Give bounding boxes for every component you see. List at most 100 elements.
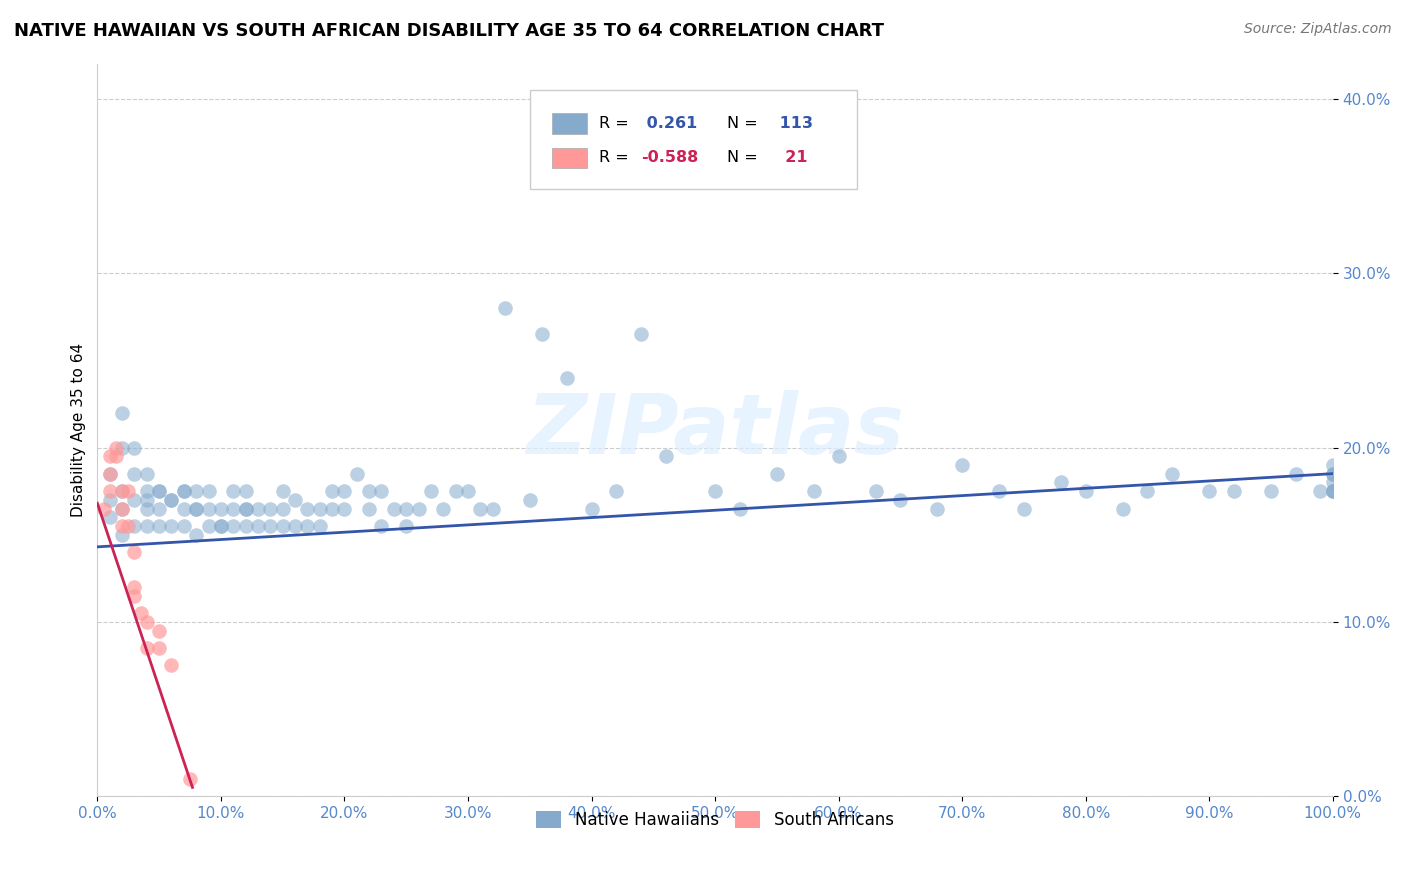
Point bbox=[135, 519, 157, 533]
Point bbox=[160, 658, 183, 673]
Point bbox=[889, 492, 911, 507]
Point bbox=[827, 449, 849, 463]
Point bbox=[129, 606, 152, 620]
Point bbox=[93, 501, 115, 516]
Point bbox=[284, 492, 307, 507]
Point bbox=[333, 501, 356, 516]
Point bbox=[494, 301, 516, 315]
Point bbox=[555, 371, 578, 385]
Point bbox=[519, 492, 541, 507]
Point bbox=[111, 501, 134, 516]
Text: 21: 21 bbox=[775, 150, 808, 165]
Point bbox=[1322, 484, 1344, 499]
Point bbox=[395, 501, 418, 516]
Point bbox=[235, 501, 257, 516]
Point bbox=[197, 501, 219, 516]
Point bbox=[1322, 484, 1344, 499]
Point bbox=[704, 484, 727, 499]
Text: -0.588: -0.588 bbox=[641, 150, 699, 165]
Point bbox=[630, 327, 652, 342]
Point bbox=[135, 484, 157, 499]
Point bbox=[1322, 484, 1344, 499]
Text: 113: 113 bbox=[775, 116, 813, 131]
Point bbox=[271, 519, 294, 533]
Point bbox=[321, 501, 343, 516]
Point bbox=[111, 527, 134, 541]
Point bbox=[1285, 467, 1308, 481]
Point bbox=[1050, 475, 1073, 490]
Point bbox=[284, 519, 307, 533]
Point bbox=[222, 519, 245, 533]
Point bbox=[186, 501, 208, 516]
Point bbox=[581, 501, 603, 516]
Point bbox=[124, 519, 146, 533]
Point bbox=[1112, 501, 1135, 516]
Text: NATIVE HAWAIIAN VS SOUTH AFRICAN DISABILITY AGE 35 TO 64 CORRELATION CHART: NATIVE HAWAIIAN VS SOUTH AFRICAN DISABIL… bbox=[14, 22, 884, 40]
Point bbox=[950, 458, 973, 472]
Point bbox=[1309, 484, 1331, 499]
Point bbox=[111, 406, 134, 420]
Point bbox=[321, 484, 343, 499]
Point bbox=[104, 441, 127, 455]
Point bbox=[148, 519, 170, 533]
Point bbox=[197, 484, 219, 499]
Point bbox=[457, 484, 479, 499]
Point bbox=[865, 484, 887, 499]
Point bbox=[117, 519, 139, 533]
Point bbox=[1074, 484, 1097, 499]
Point bbox=[1322, 467, 1344, 481]
Point bbox=[173, 501, 195, 516]
Point bbox=[197, 519, 219, 533]
Point bbox=[98, 467, 121, 481]
Point bbox=[111, 519, 134, 533]
Text: N =: N = bbox=[727, 116, 758, 131]
Point bbox=[160, 519, 183, 533]
Point bbox=[148, 484, 170, 499]
Text: N =: N = bbox=[727, 150, 758, 165]
Point bbox=[124, 441, 146, 455]
Point bbox=[111, 484, 134, 499]
Point bbox=[654, 449, 676, 463]
Point bbox=[186, 527, 208, 541]
Point bbox=[370, 484, 392, 499]
Point bbox=[1223, 484, 1246, 499]
Point bbox=[209, 519, 232, 533]
Point bbox=[235, 501, 257, 516]
Point bbox=[98, 467, 121, 481]
Point bbox=[927, 501, 949, 516]
Point bbox=[135, 492, 157, 507]
Point bbox=[160, 492, 183, 507]
Text: R =: R = bbox=[599, 116, 628, 131]
Point bbox=[235, 484, 257, 499]
Point bbox=[1260, 484, 1282, 499]
Point bbox=[235, 519, 257, 533]
Point bbox=[1012, 501, 1035, 516]
Point bbox=[1198, 484, 1220, 499]
Point bbox=[766, 467, 789, 481]
Point bbox=[432, 501, 454, 516]
Point bbox=[481, 501, 503, 516]
Point bbox=[988, 484, 1011, 499]
Point bbox=[333, 484, 356, 499]
Point bbox=[1161, 467, 1184, 481]
Point bbox=[1322, 467, 1344, 481]
Point bbox=[297, 501, 319, 516]
Point bbox=[160, 492, 183, 507]
Point bbox=[444, 484, 467, 499]
Point bbox=[297, 519, 319, 533]
Point bbox=[470, 501, 492, 516]
Point bbox=[1136, 484, 1159, 499]
Point bbox=[135, 501, 157, 516]
Point bbox=[419, 484, 441, 499]
FancyBboxPatch shape bbox=[553, 147, 586, 168]
Point bbox=[271, 501, 294, 516]
Point bbox=[148, 484, 170, 499]
Point bbox=[135, 467, 157, 481]
FancyBboxPatch shape bbox=[530, 90, 858, 188]
Text: Source: ZipAtlas.com: Source: ZipAtlas.com bbox=[1244, 22, 1392, 37]
Point bbox=[728, 501, 751, 516]
Point bbox=[124, 589, 146, 603]
Point bbox=[173, 484, 195, 499]
Point bbox=[173, 519, 195, 533]
Point bbox=[209, 501, 232, 516]
